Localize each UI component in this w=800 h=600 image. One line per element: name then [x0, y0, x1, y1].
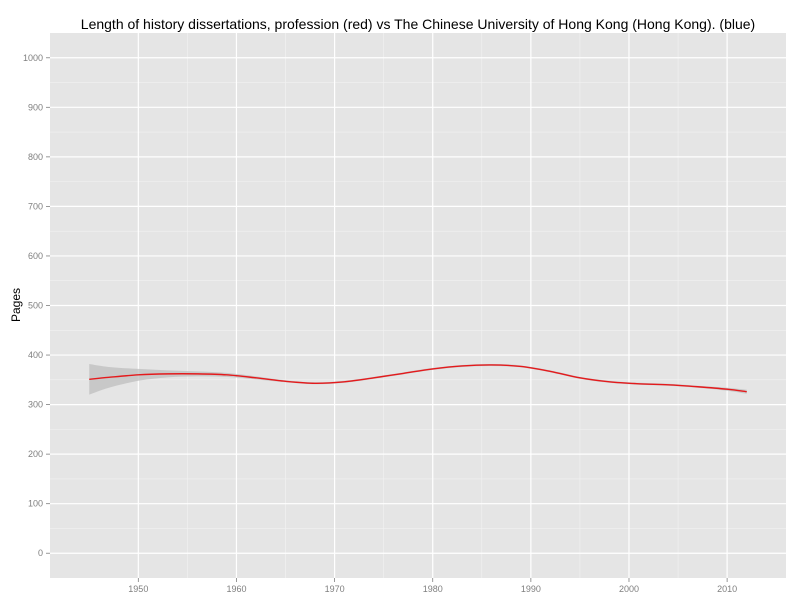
x-tick-label: 2000 [619, 584, 639, 594]
y-tick-label: 400 [28, 350, 43, 360]
series-0-ci-band [89, 363, 747, 395]
x-tick-label: 1960 [226, 584, 246, 594]
x-tick-label: 1970 [325, 584, 345, 594]
y-tick-label: 800 [28, 152, 43, 162]
y-tick-label: 0 [38, 548, 43, 558]
y-axis-label: Pages [9, 288, 23, 322]
x-axis-ticks: 1950 1960 1970 1980 1990 2000 2010 [128, 578, 737, 594]
x-tick-label: 1990 [521, 584, 541, 594]
series-lines [89, 364, 747, 393]
x-tick-label: 1980 [423, 584, 443, 594]
y-axis-ticks: 0 100 200 300 400 500 600 700 800 900 1000 [23, 53, 50, 558]
y-tick-label: 700 [28, 201, 43, 211]
y-tick-label: 300 [28, 400, 43, 410]
confidence-band [89, 363, 747, 395]
x-tick-label: 1950 [128, 584, 148, 594]
grid [50, 33, 786, 578]
y-tick-label: 900 [28, 102, 43, 112]
y-tick-label: 1000 [23, 53, 43, 63]
x-tick-label: 2010 [717, 584, 737, 594]
series-0-line [89, 364, 747, 393]
y-tick-label: 200 [28, 449, 43, 459]
y-tick-label: 500 [28, 301, 43, 311]
chart-title: Length of history dissertations, profess… [81, 16, 755, 32]
y-tick-label: 100 [28, 499, 43, 509]
y-tick-label: 600 [28, 251, 43, 261]
